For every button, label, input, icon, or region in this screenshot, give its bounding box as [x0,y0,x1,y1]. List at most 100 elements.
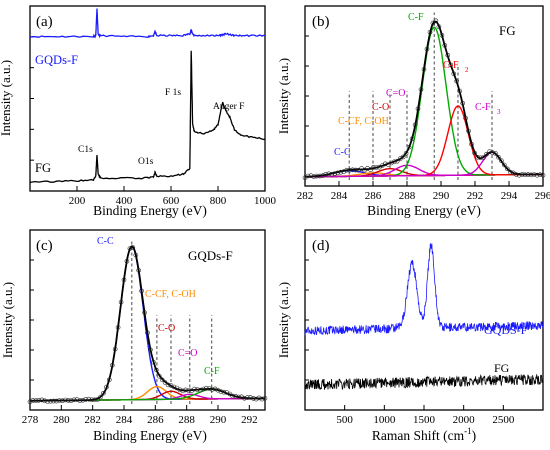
raman-line-fg [304,374,544,391]
data-point [177,387,183,393]
data-point [45,399,50,404]
data-point [154,367,159,373]
data-point [151,359,156,365]
annotation-f1s: F 1s [165,88,181,98]
data-point [112,346,118,352]
data-point [251,396,256,401]
data-point [209,387,215,392]
data-point [74,397,80,402]
x-tick-label: 290 [433,190,450,202]
x-ticks-a: 200 400 600 800 1000 [30,36,277,207]
peak-label-c-f-c: C-F [204,366,220,377]
data-point [110,362,115,368]
data-point [145,330,150,336]
data-point [365,166,370,171]
data-point [80,397,86,403]
data-point [59,398,65,404]
data-point [394,158,400,164]
data-point [86,396,92,402]
data-point [242,395,247,401]
series-line-gqds-f [29,8,266,39]
data-point [157,373,162,379]
x-axis-label-c: Binding Energy (eV) [93,428,207,443]
x-tick-label: 292 [467,190,484,202]
x-axis-label-a: Binding Energy (eV) [93,203,207,218]
x-axis-label-d-end: ) [472,428,477,443]
data-point [391,159,397,165]
data-point [490,150,495,155]
data-point [57,398,62,403]
data-point [192,386,197,392]
sample-label-b: FG [499,23,516,38]
x-tick-label: 286 [147,414,164,426]
data-point [159,377,165,383]
data-point [323,172,329,177]
data-point [484,152,489,157]
x-axis-label-d: Raman Shift (cm-1) [372,426,476,443]
data-point [371,165,376,170]
data-point [460,101,466,106]
data-point [496,154,501,160]
panel-label-c: (c) [36,238,53,254]
panel-label-d: (d) [312,238,330,254]
data-point [382,161,388,167]
data-point [451,71,457,77]
data-point [424,46,430,52]
data-point [68,398,74,404]
series-line-fg [29,50,266,184]
data-point [248,395,253,400]
data-point [107,377,112,383]
data-point [442,43,448,48]
data-point [347,167,352,173]
data-point [27,399,33,405]
x-axis-label-d-main: Raman Shift (cm [372,428,465,443]
legend-label-fg-d: FG [494,361,510,375]
data-point [104,384,109,390]
legend-label-gqds-f-d: GQDS-F [484,323,528,337]
data-point [77,398,83,403]
data-point [130,245,136,250]
data-point [215,387,221,393]
x-tick-label: 278 [22,414,39,426]
data-point [499,158,504,163]
data-point [239,394,244,400]
x-tick-label: 286 [365,190,382,202]
data-point [206,386,212,391]
data-point [51,398,56,404]
data-point [101,390,106,396]
raman-line-gqds-f [304,243,544,336]
fit-components-b [302,18,546,180]
data-point [139,288,144,294]
x-axis-label-b: Binding Energy (eV) [367,203,481,218]
fit-envelope [30,245,265,402]
peak-label-c-c-c: C-C [97,236,114,247]
annotation-c1s: C1s [78,145,93,155]
x-tick-label: 2000 [453,414,476,426]
x-tick-label: 280 [53,414,70,426]
x-tick-label: 500 [336,414,353,426]
data-point [436,24,442,30]
x-tick-label: 288 [399,190,416,202]
data-point [218,389,224,394]
y-axis-label-b: Intensity (a.u.) [276,58,291,134]
x-tick-label: 200 [69,195,86,207]
x-tick-label: 292 [241,414,258,426]
x-tick-label: 600 [163,195,180,207]
peak-label-c-f3-sub-b: 3 [497,108,501,116]
y-axis-label-c: Intensity (a.u.) [0,282,15,358]
x-tick-label: 1500 [413,414,436,426]
peak-label-c-c-b: C-C [334,147,351,158]
data-point [445,52,451,58]
legend-label-gqds-f: GQDs-F [35,53,78,67]
data-point [63,397,68,403]
data-point [30,398,36,403]
data-point [317,173,323,179]
x-tick-label: 288 [178,414,195,426]
data-point [133,252,139,258]
data-point [341,169,347,174]
data-point [475,154,480,160]
data-point [466,128,471,134]
data-point [195,387,200,392]
data-point [118,299,124,305]
data-point [406,144,412,150]
